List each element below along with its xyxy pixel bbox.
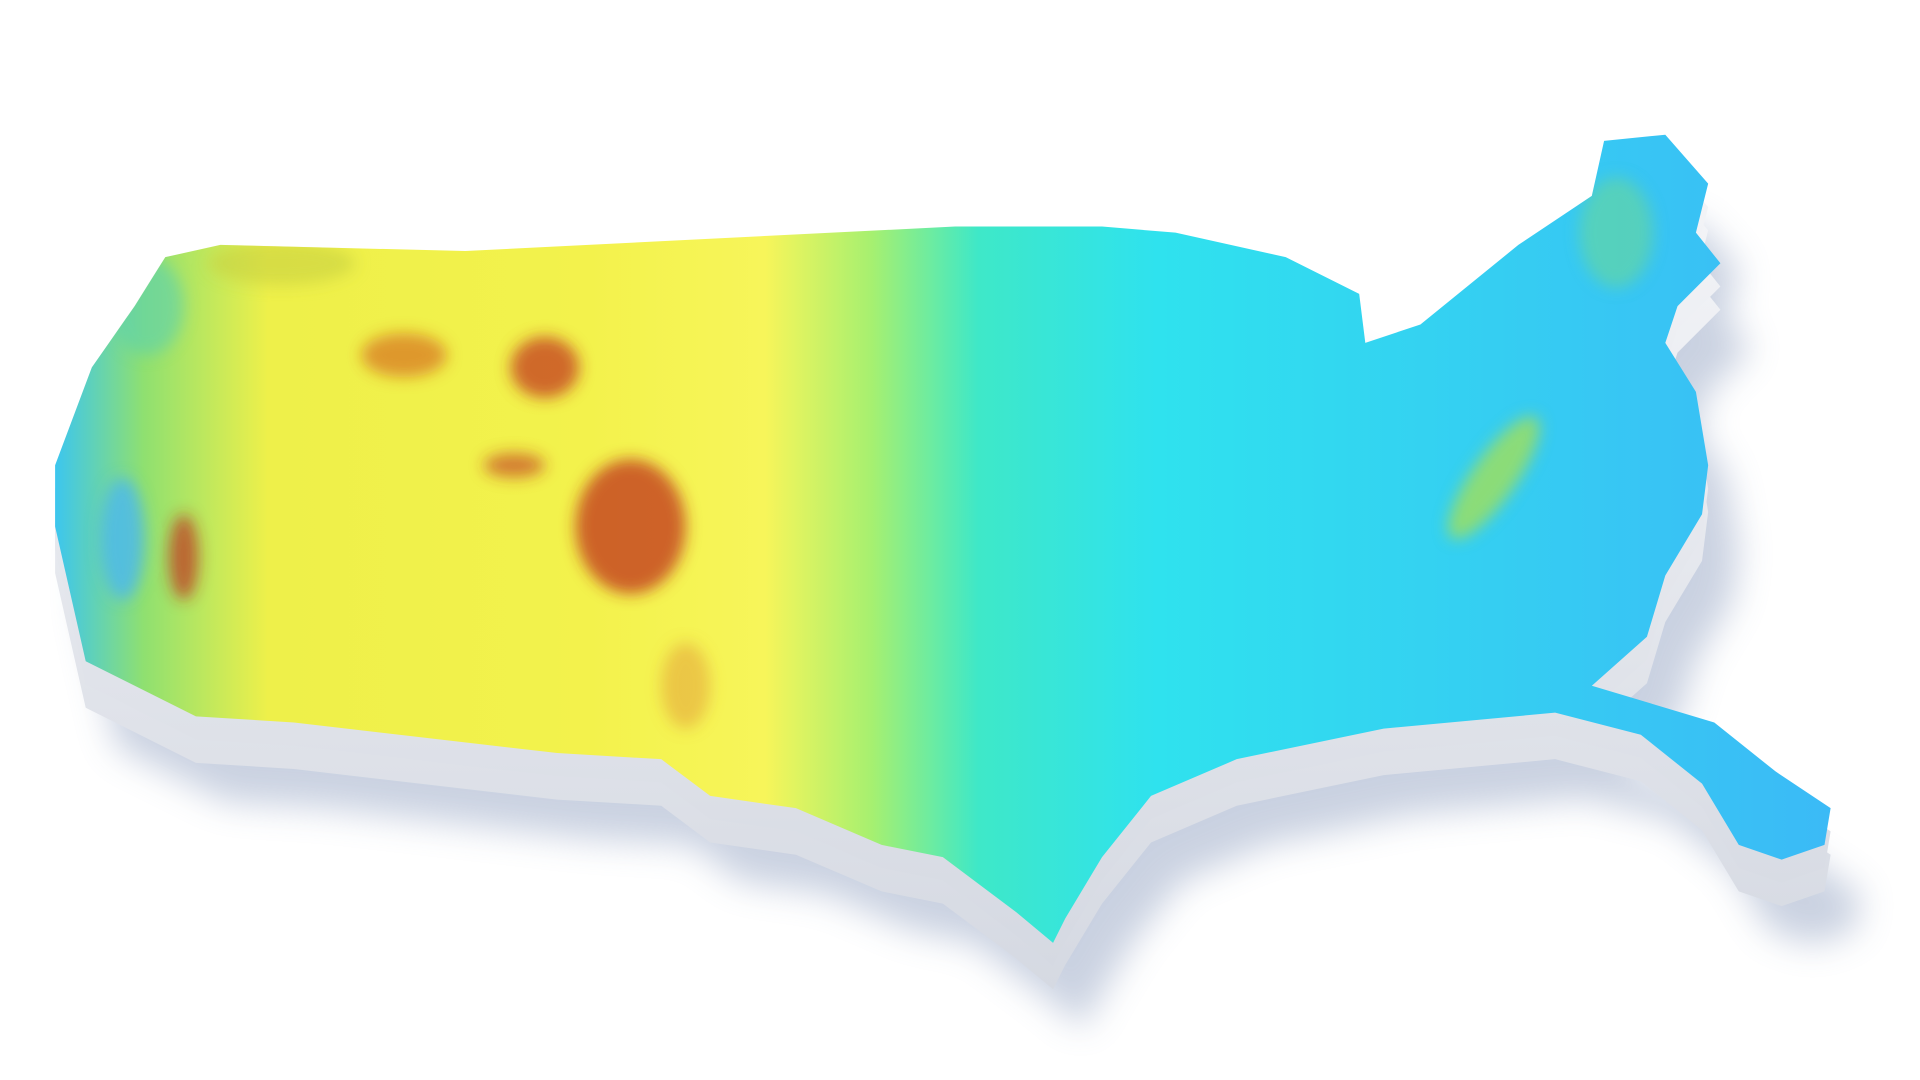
appalachians	[1448, 416, 1540, 540]
idaho-mountains	[361, 333, 447, 378]
sierra-nevada	[168, 514, 199, 600]
pacific-northwest-coast	[110, 257, 184, 356]
rocky-mountains-colorado	[575, 459, 686, 594]
uinta-mountains	[483, 453, 545, 478]
rio-grande-mountains	[661, 642, 711, 729]
central-valley	[100, 477, 145, 600]
terrain-surface	[55, 134, 1831, 943]
rocky-mountains-wyoming	[510, 336, 580, 398]
new-england-highlands	[1579, 177, 1654, 288]
northern-rockies	[208, 241, 356, 286]
